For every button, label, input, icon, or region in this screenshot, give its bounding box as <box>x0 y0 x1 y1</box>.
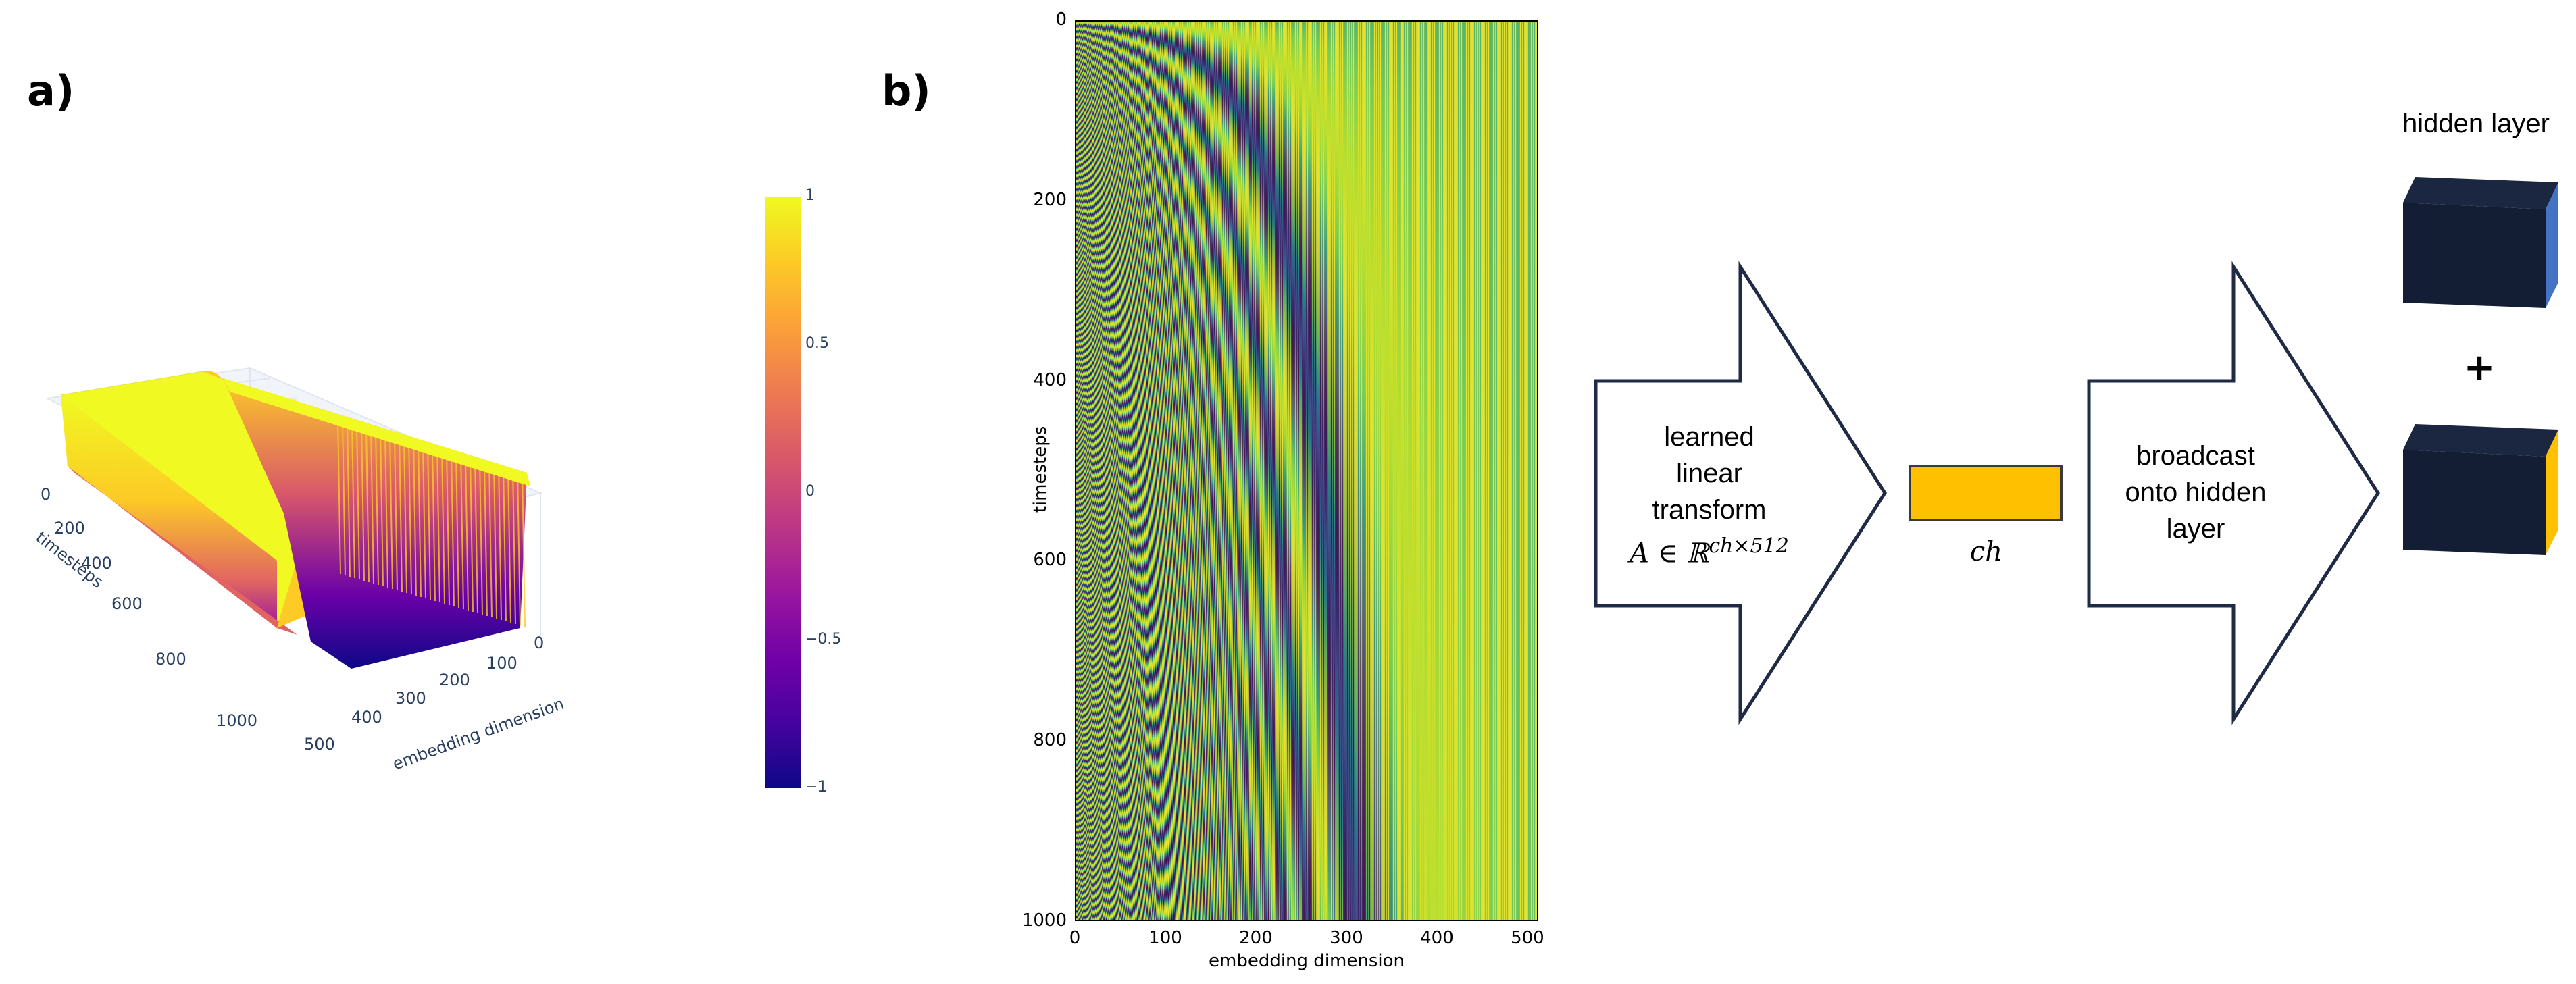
arrow1-math-main: A ∈ ℝ <box>1630 538 1709 569</box>
colorbar-tick-label: 1 <box>805 187 815 204</box>
colorbar-tick-label: 0.5 <box>805 335 829 352</box>
panel-b-positional-encoding-heatmap <box>1076 22 1537 920</box>
arrow-broadcast <box>2087 261 2380 725</box>
channel-vector <box>1909 465 2063 521</box>
arrow1-line-2: linear <box>1676 459 1742 488</box>
arrow1-text: learned linear transform A ∈ ℝch×512 <box>1608 419 1811 571</box>
panel-a-timestep-tick: 200 <box>54 519 85 538</box>
arrow1-math-sup: ch×512 <box>1709 534 1789 558</box>
panel-b-y-tick-label: 600 <box>1033 550 1067 571</box>
arrow2-text: broadcast onto hidden layer <box>2101 438 2290 547</box>
panel-a-dim-tick: 500 <box>304 735 335 754</box>
panel-b-y-tick-label: 1000 <box>1021 910 1067 931</box>
panel-a-timestep-tick: 0 <box>41 485 51 504</box>
hidden-layer-cube-2 <box>2403 424 2558 555</box>
panel-a-colorbar <box>765 197 801 788</box>
colorbar-tick-label: −1 <box>805 779 828 796</box>
panel-a-timestep-tick: 1000 <box>216 711 257 730</box>
panel-a-timestep-tick: 800 <box>155 650 186 669</box>
panel-a-label: a) <box>27 66 75 115</box>
arrow1-math: A ∈ ℝch×512 <box>1608 528 1811 571</box>
panel-a-dim-tick: 400 <box>351 708 382 727</box>
panel-b-x-tick-label: 300 <box>1330 928 1363 948</box>
colorbar-tick-label: −0.5 <box>805 631 842 648</box>
arrow1-line-1: learned <box>1664 422 1754 452</box>
cube-2-front <box>2403 450 2546 555</box>
panel-b-label: b) <box>882 66 931 115</box>
panel-b-y-tick-label: 200 <box>1033 189 1067 210</box>
panel-a-surface-left-front <box>61 395 277 628</box>
panel-b-x-tick-label: 200 <box>1239 928 1273 948</box>
panel-a-dim-tick: 200 <box>439 671 470 690</box>
panel-b-x-tick-label: 100 <box>1148 928 1182 948</box>
panel-a-timestep-tick: 600 <box>111 594 143 613</box>
panel-a-surface-ripples <box>337 418 526 627</box>
panel-b-x-tick-label: 500 <box>1511 928 1544 948</box>
arrow2-line-2: onto hidden <box>2125 477 2267 507</box>
arrow-learned-transform <box>1594 261 1887 725</box>
panel-b-y-tick-label: 800 <box>1033 730 1067 751</box>
channel-vector-label: ch <box>1969 536 2003 567</box>
panel-a-timestep-tick: 400 <box>81 554 112 573</box>
plus-sign: + <box>2463 346 2496 390</box>
panel-a-dim-tick: 300 <box>395 689 426 708</box>
arrow2-line-3: layer <box>2166 514 2225 544</box>
arrow1-line-3: transform <box>1652 495 1767 525</box>
colorbar-tick-label: 0 <box>805 483 815 500</box>
panel-a-dim-tick: 100 <box>486 654 517 673</box>
panel-b-x-tick-label: 0 <box>1069 928 1081 948</box>
panel-b-x-axis-title: embedding dimension <box>1209 951 1405 971</box>
panel-b-y-tick-label: 400 <box>1033 369 1067 390</box>
arrow2-line-1: broadcast <box>2136 441 2255 471</box>
panel-b-x-tick-label: 400 <box>1420 928 1454 948</box>
cube-1-front <box>2403 203 2546 308</box>
panel-b-y-tick-label: 0 <box>1055 9 1067 30</box>
hidden-layer-cube-1 <box>2403 177 2558 308</box>
hidden-layer-title: hidden layer <box>2402 109 2550 138</box>
panel-b-heatmap-frame <box>1075 20 1538 921</box>
panel-a-dim-tick: 0 <box>534 633 544 652</box>
